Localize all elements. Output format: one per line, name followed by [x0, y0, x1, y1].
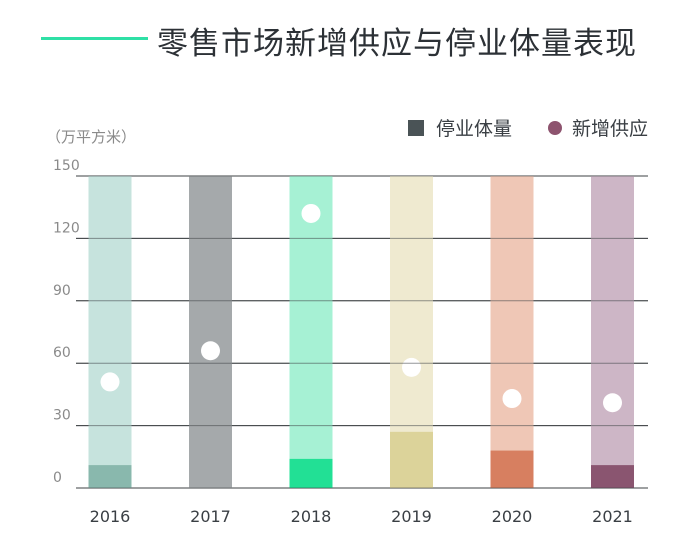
x-tick-label: 2021	[592, 507, 633, 526]
legend-supply-label: 新增供应	[572, 118, 649, 140]
y-tick-label: 30	[53, 408, 71, 424]
column-background	[88, 176, 132, 488]
y-tick-label: 0	[53, 470, 62, 486]
supply-point	[201, 341, 220, 361]
x-tick-label: 2019	[391, 507, 432, 526]
closure-bar	[490, 450, 534, 488]
closure-bar	[88, 465, 132, 488]
legend-closure-label: 停业体量	[436, 118, 513, 140]
closure-bar	[289, 458, 333, 488]
y-axis-unit: （万平方米）	[46, 128, 137, 146]
x-tick-label: 2016	[90, 507, 131, 526]
legend-item-closure: 停业体量	[408, 114, 512, 141]
supply-point	[402, 357, 421, 377]
legend-dot-icon	[548, 120, 562, 135]
column-background	[490, 176, 534, 488]
closure-bar	[390, 431, 433, 488]
y-tick-label: 90	[53, 283, 71, 299]
supply-point	[603, 393, 622, 413]
chart-title: 零售市场新增供应与停业体量表现	[157, 26, 637, 62]
supply-point	[301, 203, 321, 223]
column-background	[289, 176, 333, 488]
legend-item-supply: 新增供应	[548, 114, 648, 141]
title-accent-line	[41, 37, 148, 40]
y-tick-label: 120	[53, 220, 80, 236]
closure-bar	[189, 176, 232, 488]
column-background	[591, 176, 634, 488]
x-tick-label: 2017	[190, 507, 231, 526]
supply-point	[100, 372, 120, 392]
closure-bar	[591, 465, 634, 488]
x-tick-label: 2018	[291, 507, 332, 526]
legend-square-icon	[408, 119, 424, 136]
supply-point	[502, 389, 522, 409]
y-tick-label: 150	[53, 158, 80, 174]
y-tick-label: 60	[53, 345, 71, 361]
x-tick-label: 2020	[492, 507, 533, 526]
